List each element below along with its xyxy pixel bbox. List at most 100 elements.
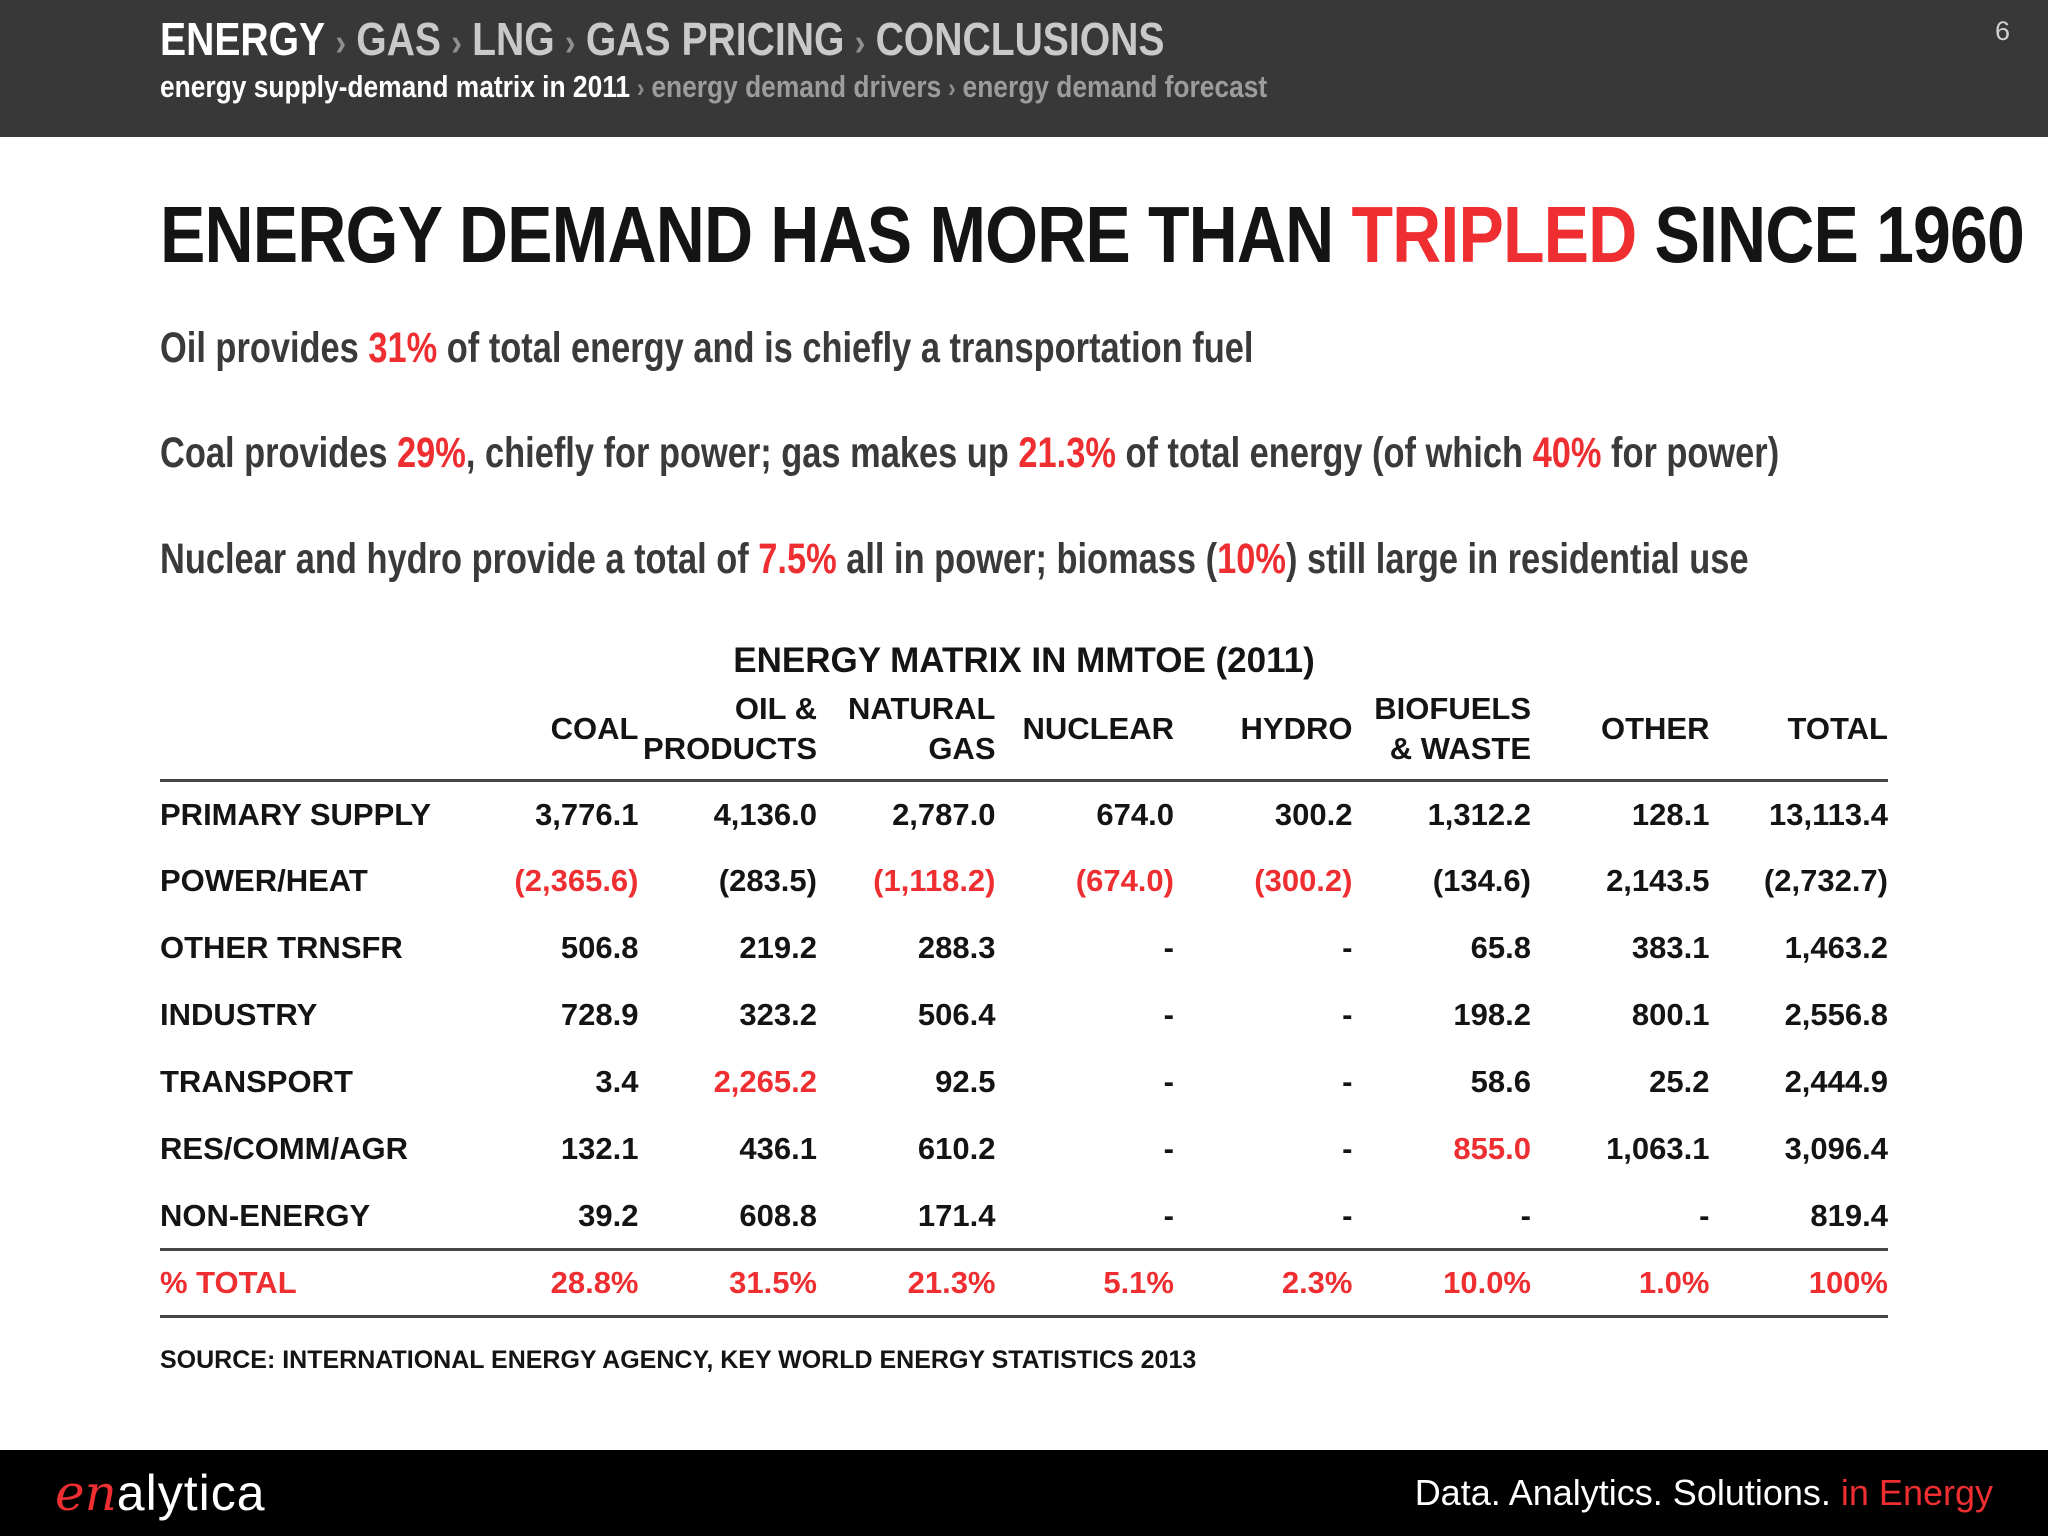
chevron-separator: › [948, 72, 956, 103]
table-cell: - [1342, 1197, 1353, 1233]
table-cell: 288.3 [917, 930, 996, 966]
row-label: RES/COMM/AGR [160, 1131, 408, 1167]
table-cell: 3,776.1 [535, 797, 639, 833]
table-row: NON-ENERGY 39.2 608.8 171.4 - - - - 819.4 [160, 1183, 1888, 1250]
column-header: OTHER [1601, 711, 1710, 747]
table-cell: 855.0 [1453, 1131, 1531, 1167]
highlighted-text: TRIPLED [1351, 190, 1637, 279]
table-cell: 728.9 [560, 997, 639, 1033]
text-segment: of total energy (of which [1115, 429, 1533, 478]
highlighted-text: 7.5% [758, 534, 837, 583]
text-segment: all in power; biomass ( [836, 534, 1218, 583]
table-cell: (300.2) [1254, 863, 1353, 899]
sub-breadcrumb-item: energy supply-demand matrix in 2011 [160, 68, 631, 104]
table-cell: 819.4 [1810, 1197, 1888, 1233]
bullet-text: Nuclear and hydro provide a total of 7.5… [160, 534, 1749, 583]
page-title: ENERGY DEMAND HAS MORE THAN TRIPLED SINC… [160, 189, 2025, 281]
table-row: OTHER TRNSFR 506.8 219.2 288.3 - - 65.8 383.1 1,… [160, 915, 1888, 982]
table-cell: 1.0% [1638, 1265, 1710, 1301]
highlighted-text: 31% [368, 324, 438, 372]
table-cell: - [1342, 930, 1353, 966]
table-cell: - [1342, 1064, 1353, 1100]
table-cell: 2,265.2 [713, 1064, 817, 1100]
table-cell: 2,143.5 [1606, 863, 1710, 899]
footer-tagline: Data. Analytics. Solutions. in Energy [1415, 1472, 1993, 1514]
table-cell: (2,365.6) [514, 863, 639, 899]
text-segment: ) still large in residential use [1285, 534, 1749, 583]
chevron-separator: › [636, 72, 645, 103]
table-cell: 25.2 [1649, 1064, 1710, 1100]
bullet-list: Oil provides 31% of total energy and is … [160, 324, 1888, 583]
breadcrumb-item: GAS PRICING [585, 13, 845, 65]
slide-header-bar: ENERGY › GAS › LNG › GAS PRICING › CONCLUSIONS e… [0, 0, 2048, 137]
table-cell: 3.4 [595, 1064, 639, 1100]
breadcrumb-item: CONCLUSIONS [875, 13, 1165, 65]
row-label: POWER/HEAT [160, 863, 368, 899]
tagline-white: Data. Analytics. Solutions. [1414, 1472, 1841, 1513]
table-row: % TOTAL 28.8% 31.5% 21.3% 5.1% 2.3% 10.0% 1.0% 1… [160, 1249, 1888, 1317]
chevron-separator: › [335, 22, 347, 64]
table-cell: 506.4 [917, 997, 996, 1033]
table-cell: 1,312.2 [1427, 797, 1531, 833]
column-header: BIOFUELS & WASTE [1374, 690, 1531, 767]
table-cell: 608.8 [739, 1197, 817, 1233]
breadcrumb-item: GAS [356, 13, 442, 65]
logo-en: en [55, 1464, 117, 1522]
table-cell: 5.1% [1103, 1265, 1174, 1301]
column-header: HYDRO [1240, 711, 1353, 747]
breadcrumb: ENERGY › GAS › LNG › GAS PRICING › CONCLUSIONS [160, 14, 2048, 65]
table-cell: 100% [1808, 1265, 1888, 1301]
table-cell: 132.1 [560, 1131, 639, 1167]
table-cell: 610.2 [917, 1131, 996, 1167]
bullet-line: Oil provides 31% of total energy and is … [160, 324, 1888, 372]
table-row: POWER/HEAT (2,365.6) (283.5) (1,118.2) (674.… [160, 848, 1888, 915]
table-cell: - [1163, 1131, 1174, 1167]
sub-breadcrumb-item: energy demand forecast [962, 68, 1268, 104]
highlighted-text: 40% [1532, 429, 1602, 478]
table-cell: 31.5% [729, 1265, 817, 1301]
breadcrumb-item: LNG [472, 13, 555, 65]
corner-cell [160, 685, 460, 781]
chevron-separator: › [451, 22, 462, 64]
table-cell: (283.5) [718, 863, 817, 899]
row-label: INDUSTRY [160, 997, 318, 1033]
column-header: COAL [550, 711, 639, 747]
table-cell: - [1520, 1197, 1531, 1233]
table-cell: - [1163, 1197, 1174, 1233]
table-cell: 219.2 [739, 930, 817, 966]
chevron-separator: › [854, 22, 866, 64]
table-cell: 28.8% [550, 1265, 639, 1301]
slide-body: ENERGY DEMAND HAS MORE THAN TRIPLED SINC… [0, 137, 2048, 1375]
page-number: 6 [1994, 16, 2010, 46]
table-cell: 39.2 [578, 1197, 639, 1233]
bullet-line: Coal provides 29%, chiefly for power; ga… [160, 430, 1888, 477]
text-segment: SINCE 1960 [1636, 190, 2024, 279]
table-cell: 383.1 [1631, 930, 1710, 966]
table-cell: - [1163, 997, 1174, 1033]
column-header: TOTAL [1787, 711, 1888, 747]
column-header: NATURAL GAS [847, 690, 996, 767]
text-segment: , chiefly for power; gas makes up [465, 429, 1019, 478]
text-segment: ENERGY DEMAND HAS MORE THAN [160, 190, 1352, 279]
table-cell: (2,732.7) [1763, 863, 1888, 899]
table-cell: 65.8 [1470, 930, 1531, 966]
tagline-red: in Energy [1840, 1472, 1993, 1513]
row-label: TRANSPORT [160, 1064, 353, 1100]
table-cell: (1,118.2) [873, 863, 996, 899]
table-cell: - [1699, 1197, 1710, 1233]
table-cell: 128.1 [1631, 797, 1710, 833]
row-label: NON-ENERGY [160, 1197, 371, 1233]
table-cell: 2,444.9 [1784, 1064, 1888, 1100]
text-segment: for power) [1601, 429, 1780, 478]
table-cell: 13,113.4 [1769, 797, 1888, 833]
highlighted-text: 21.3% [1018, 429, 1116, 478]
table-cell: 1,463.2 [1784, 930, 1888, 966]
table-cell: 198.2 [1453, 997, 1531, 1033]
table-cell: (674.0) [1075, 863, 1174, 899]
table-cell: 674.0 [1096, 797, 1174, 833]
source-note: SOURCE: INTERNATIONAL ENERGY AGENCY, KEY… [160, 1346, 1197, 1375]
highlighted-text: 10% [1217, 534, 1286, 583]
company-logo: enalytica [55, 1468, 266, 1518]
table-cell: - [1342, 997, 1353, 1033]
table-cell: - [1163, 930, 1174, 966]
